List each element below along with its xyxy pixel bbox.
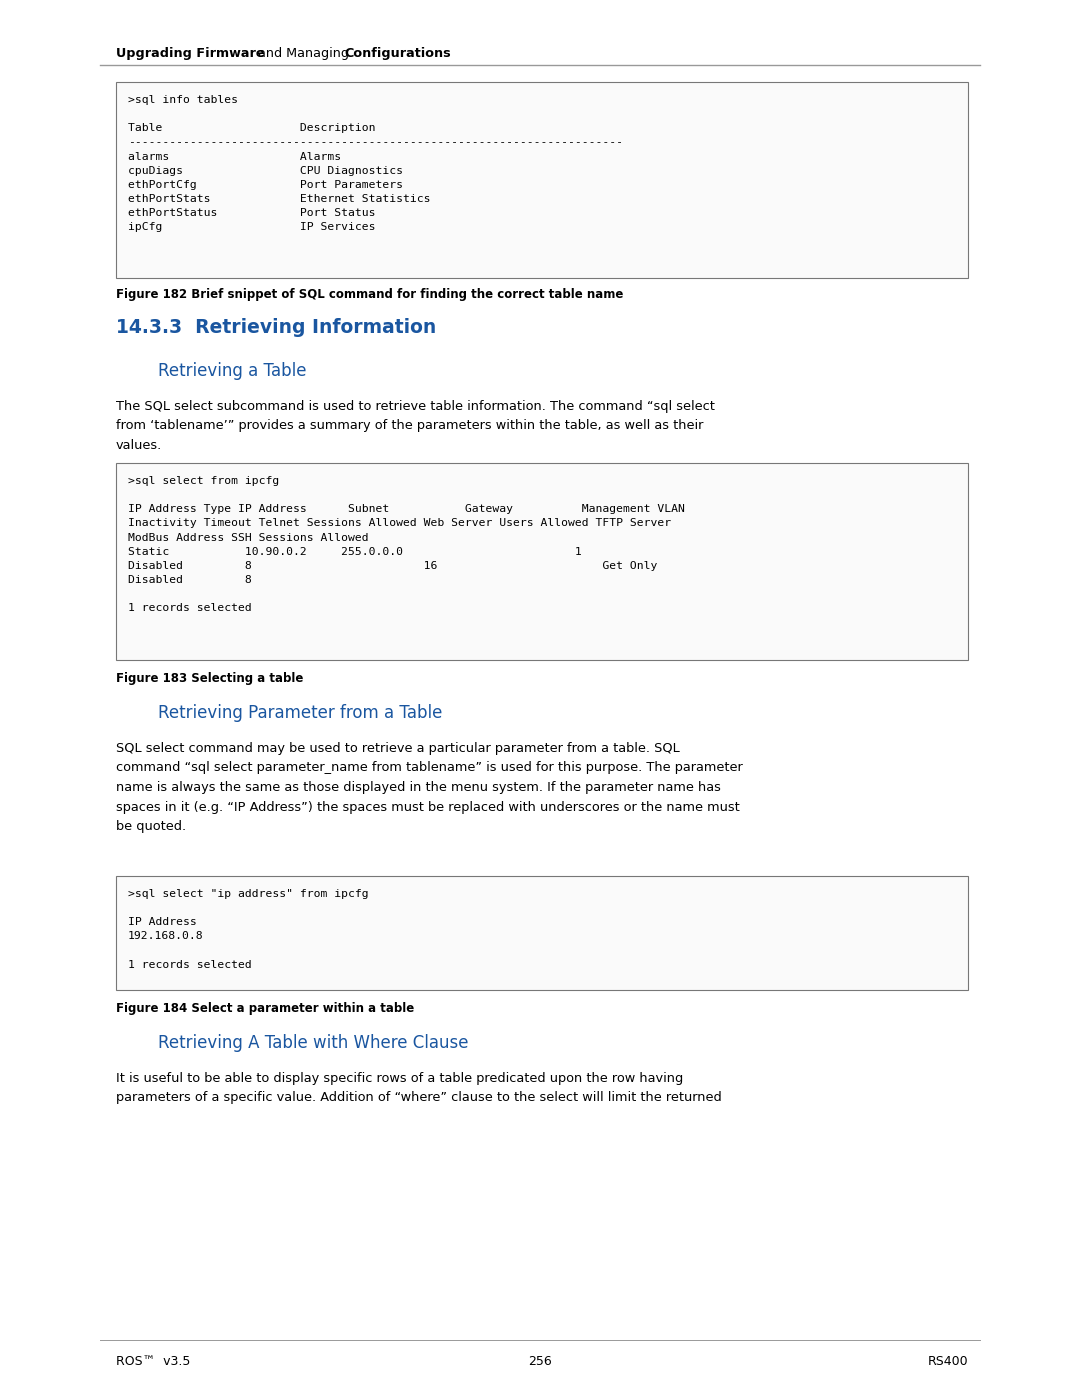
Text: command “sql select parameter_name from tablename” is used for this purpose. The: command “sql select parameter_name from … <box>116 761 743 774</box>
Text: Upgrading Firmware: Upgrading Firmware <box>116 47 265 60</box>
Text: be quoted.: be quoted. <box>116 820 186 833</box>
Text: and Managing: and Managing <box>254 47 353 60</box>
Text: Retrieving Parameter from a Table: Retrieving Parameter from a Table <box>158 704 443 722</box>
FancyBboxPatch shape <box>116 82 968 278</box>
Text: ROS™  v3.5: ROS™ v3.5 <box>116 1355 190 1368</box>
Text: from ‘tablename’” provides a summary of the parameters within the table, as well: from ‘tablename’” provides a summary of … <box>116 419 703 433</box>
Text: parameters of a specific value. Addition of “where” clause to the select will li: parameters of a specific value. Addition… <box>116 1091 721 1105</box>
Text: >sql select from ipcfg

IP Address Type IP Address      Subnet           Gateway: >sql select from ipcfg IP Address Type I… <box>129 476 685 613</box>
Text: Retrieving A Table with Where Clause: Retrieving A Table with Where Clause <box>158 1034 469 1052</box>
Text: values.: values. <box>116 439 162 453</box>
Text: >sql select "ip address" from ipcfg

IP Address
192.168.0.8

1 records selected: >sql select "ip address" from ipcfg IP A… <box>129 888 368 970</box>
FancyBboxPatch shape <box>116 462 968 659</box>
Text: spaces in it (e.g. “IP Address”) the spaces must be replaced with underscores or: spaces in it (e.g. “IP Address”) the spa… <box>116 800 740 813</box>
Text: 256: 256 <box>528 1355 552 1368</box>
Text: Configurations: Configurations <box>345 47 450 60</box>
Text: RS400: RS400 <box>928 1355 968 1368</box>
FancyBboxPatch shape <box>116 876 968 990</box>
Text: It is useful to be able to display specific rows of a table predicated upon the : It is useful to be able to display speci… <box>116 1071 684 1085</box>
Text: Retrieving a Table: Retrieving a Table <box>158 362 307 380</box>
Text: The SQL select subcommand is used to retrieve table information. The command “sq: The SQL select subcommand is used to ret… <box>116 400 715 414</box>
Text: name is always the same as those displayed in the menu system. If the parameter : name is always the same as those display… <box>116 781 720 793</box>
Text: 14.3.3  Retrieving Information: 14.3.3 Retrieving Information <box>116 319 436 337</box>
Text: Figure 184 Select a parameter within a table: Figure 184 Select a parameter within a t… <box>116 1002 415 1016</box>
Text: SQL select command may be used to retrieve a particular parameter from a table. : SQL select command may be used to retrie… <box>116 742 679 754</box>
Text: >sql info tables

Table                    Description
-------------------------: >sql info tables Table Description -----… <box>129 95 623 232</box>
Text: Figure 183 Selecting a table: Figure 183 Selecting a table <box>116 672 303 685</box>
Text: Figure 182 Brief snippet of SQL command for finding the correct table name: Figure 182 Brief snippet of SQL command … <box>116 288 623 300</box>
